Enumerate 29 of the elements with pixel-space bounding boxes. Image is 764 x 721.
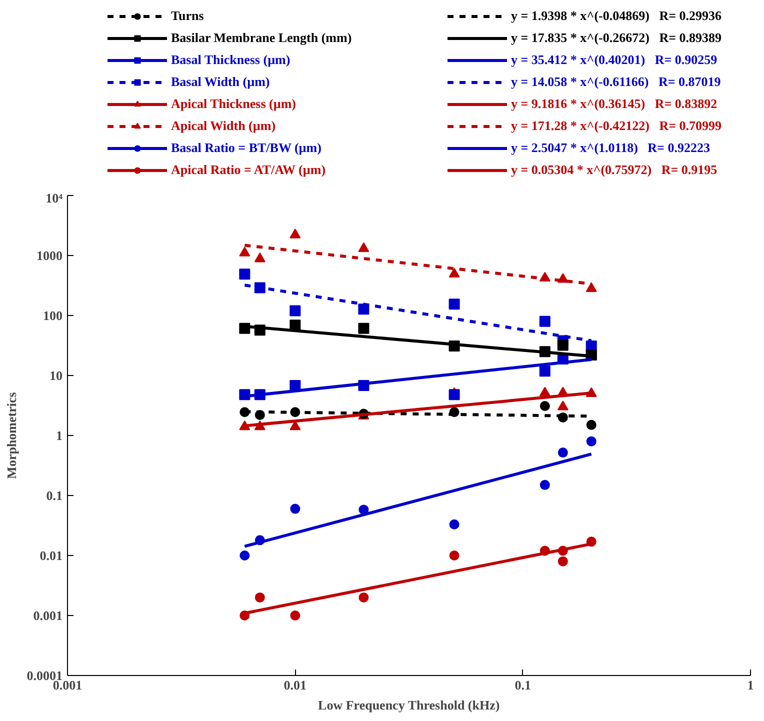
y-tick-label: 0.001 [33, 608, 62, 623]
legend-label: y = 171.28 * x^(-0.42122) R= 0.70999 [511, 118, 722, 134]
y-tick-label: 1000 [36, 248, 62, 263]
legend-label: y = 35.412 * x^(0.40201) R= 0.90259 [511, 52, 718, 68]
legend-label: Apical Thickness (µm) [171, 96, 296, 112]
legend-label: Basilar Membrane Length (mm) [171, 30, 352, 46]
legend-label: y = 0.05304 * x^(0.75972) R= 0.9195 [511, 162, 718, 178]
legend-label: Apical Width (µm) [171, 118, 276, 134]
y-tick-label: 1 [56, 428, 62, 443]
legend-label: y = 2.5047 * x^(1.0118) R= 0.92223 [511, 140, 710, 156]
legend-label: y = 14.058 * x^(-0.61166) R= 0.87019 [511, 74, 721, 90]
legend-label: y = 9.1816 * x^(0.36145) R= 0.83892 [511, 96, 718, 112]
y-tick-label: 0.1 [46, 488, 62, 503]
y-axis-title: Morphometrics [4, 392, 19, 479]
y-tick-label: 10⁴ [46, 190, 63, 206]
y-tick-label: 10 [50, 368, 62, 383]
legend-label: y = 1.9398 * x^(-0.04869) R= 0.29936 [511, 8, 722, 24]
x-axis-title: Low Frequency Threshold (kHz) [318, 698, 500, 712]
x-tick-label: 0.01 [284, 678, 307, 692]
legend-label: Basal Thickness (µm) [171, 52, 290, 68]
legend-label: Basal Ratio = BT/BW (µm) [171, 140, 322, 156]
legend-label: Turns [171, 8, 204, 24]
legend-label: Basal Width (µm) [171, 74, 270, 90]
y-tick-label: 100 [43, 308, 62, 323]
legend-label: y = 17.835 * x^(-0.26672) R= 0.89389 [511, 30, 722, 46]
x-tick-label: 0.1 [514, 678, 531, 692]
y-tick-label: 0.01 [40, 548, 62, 563]
x-tick-label: 1 [747, 678, 754, 692]
legend-label: Apical Ratio = AT/AW (µm) [171, 162, 326, 178]
